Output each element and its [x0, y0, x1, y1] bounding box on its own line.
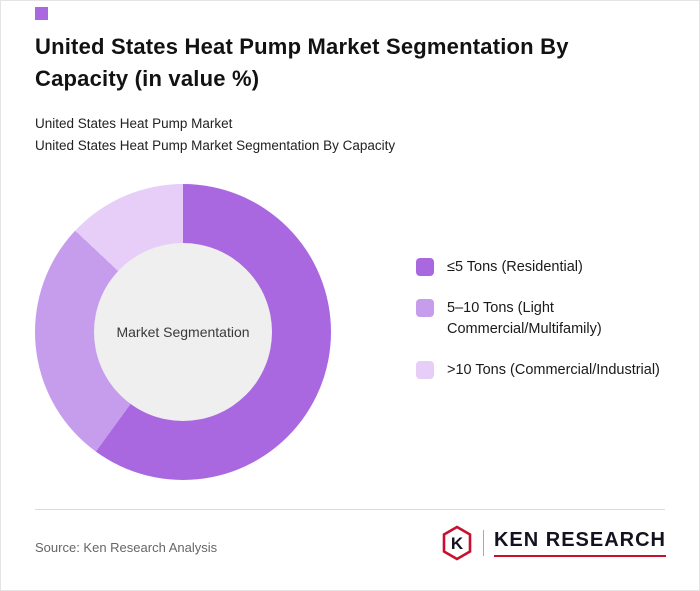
logo-text: KEN RESEARCH: [493, 529, 666, 551]
ken-research-logo: K KEN RESEARCH: [441, 524, 666, 562]
logo-separator: [482, 530, 484, 556]
accent-square: [35, 7, 48, 20]
legend-label: >10 Tons (Commercial/Industrial): [447, 362, 660, 379]
donut-hole: Market Segmentation: [94, 243, 272, 421]
donut-center-label: Market Segmentation: [116, 324, 250, 340]
donut-chart: Market Segmentation: [35, 184, 331, 480]
legend-item-3: >10 Tons (Commercial/Industrial): [416, 360, 661, 381]
subtitle-line-2: United States Heat Pump Market Segmentat…: [35, 137, 396, 153]
legend-swatch: [416, 299, 434, 318]
legend-swatch: [416, 361, 434, 380]
legend-swatch: [416, 258, 434, 276]
subtitle-block: United States Heat Pump Market United St…: [35, 113, 395, 157]
footer-divider: [35, 509, 665, 510]
legend-item-1: ≤5 Tons (Residential): [416, 257, 661, 278]
ken-logo-shield-icon: K: [442, 525, 472, 561]
subtitle-line-1: United States Heat Pump Market: [35, 116, 233, 131]
source-text: Source: Ken Research Analysis: [35, 540, 218, 555]
page-title: United States Heat Pump Market Segmentat…: [35, 34, 569, 91]
logo-letter: K: [451, 534, 464, 553]
legend-item-2: 5–10 Tons (Light Commercial/Multifamily): [416, 298, 661, 340]
legend: ≤5 Tons (Residential) 5–10 Tons (Light C…: [416, 257, 661, 401]
logo-text-wrap: KEN RESEARCH: [493, 529, 666, 557]
legend-label: ≤5 Tons (Residential): [447, 259, 583, 275]
legend-label: 5–10 Tons (Light Commercial/Multifamily): [447, 300, 602, 338]
